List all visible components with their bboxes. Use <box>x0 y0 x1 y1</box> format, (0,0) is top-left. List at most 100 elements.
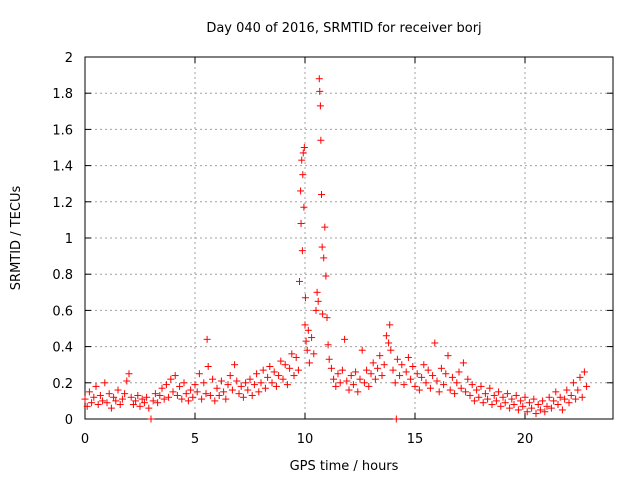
data-point <box>528 404 536 412</box>
data-point <box>286 364 294 372</box>
data-point <box>512 391 520 399</box>
data-point <box>99 397 107 405</box>
data-point <box>136 402 144 410</box>
data-point <box>145 404 153 412</box>
data-point <box>213 384 221 392</box>
data-point <box>134 391 142 399</box>
data-point <box>154 399 162 407</box>
data-point <box>312 306 320 314</box>
data-point <box>470 397 478 405</box>
data-point <box>341 335 349 343</box>
data-point <box>380 361 388 369</box>
data-point <box>325 355 333 363</box>
data-point <box>457 384 465 392</box>
data-point <box>121 390 129 398</box>
data-point <box>203 335 211 343</box>
data-point <box>259 366 267 374</box>
data-point <box>413 370 421 378</box>
axis-ticks: 00.20.40.60.811.21.41.61.820 5 10 15 20 <box>52 51 613 447</box>
data-point <box>508 395 516 403</box>
data-point <box>193 388 201 396</box>
data-point <box>160 395 168 403</box>
data-point <box>320 254 328 262</box>
data-point <box>268 379 276 387</box>
data-point <box>332 382 340 390</box>
data-point <box>290 372 298 380</box>
data-point <box>554 401 562 409</box>
data-point <box>561 395 569 403</box>
data-point <box>446 386 454 394</box>
data-point <box>277 357 285 365</box>
data-point <box>345 386 353 394</box>
data-point <box>270 368 278 376</box>
data-point <box>182 390 190 398</box>
data-point <box>563 386 571 394</box>
y-tick-label: 1.8 <box>52 87 73 102</box>
data-point <box>300 144 308 151</box>
data-point <box>147 415 155 423</box>
data-point <box>475 393 483 401</box>
data-point <box>257 379 265 387</box>
data-point <box>198 395 206 403</box>
data-point <box>305 359 313 367</box>
data-point <box>583 382 591 390</box>
data-point <box>338 366 346 374</box>
data-point <box>481 390 489 398</box>
data-point <box>92 382 100 390</box>
data-point <box>424 366 432 374</box>
data-point <box>448 373 456 381</box>
data-point <box>431 339 439 347</box>
data-point <box>316 102 324 110</box>
data-point <box>83 402 91 410</box>
data-point <box>386 321 394 329</box>
data-point <box>565 399 573 407</box>
x-tick-label: 10 <box>297 432 314 447</box>
data-point <box>455 368 463 376</box>
data-point <box>392 415 400 423</box>
data-point <box>317 136 325 144</box>
data-point <box>173 391 181 399</box>
data-point <box>365 382 373 390</box>
data-point <box>580 368 588 376</box>
data-point <box>404 353 412 361</box>
data-point <box>217 377 225 385</box>
data-point <box>127 393 135 401</box>
data-point <box>330 375 338 383</box>
data-point <box>228 386 236 394</box>
data-point <box>459 359 467 367</box>
plot-frame <box>84 56 614 420</box>
data-point <box>233 377 241 385</box>
data-point <box>272 382 280 390</box>
data-point <box>143 393 151 401</box>
data-point <box>189 393 197 401</box>
data-point <box>539 397 547 405</box>
data-point <box>479 399 487 407</box>
y-tick-label: 1 <box>65 232 73 247</box>
data-point <box>462 388 470 396</box>
data-point <box>356 375 364 383</box>
data-point <box>81 395 89 403</box>
data-point <box>242 379 250 387</box>
data-point <box>536 406 544 414</box>
data-point <box>264 373 272 381</box>
data-point <box>437 364 445 372</box>
data-point <box>296 277 303 285</box>
data-point <box>396 372 404 380</box>
data-point <box>552 388 560 396</box>
data-point <box>490 391 498 399</box>
data-point <box>283 381 291 389</box>
data-point <box>261 384 269 392</box>
data-point <box>503 390 511 398</box>
data-point <box>426 384 434 392</box>
data-point <box>349 381 357 389</box>
y-tick-label: 2 <box>65 51 73 66</box>
data-point <box>352 368 360 376</box>
data-point <box>94 401 102 409</box>
data-point <box>323 314 331 322</box>
data-point <box>288 350 296 358</box>
data-point <box>231 361 239 369</box>
data-point <box>140 399 148 407</box>
data-point <box>387 346 395 354</box>
data-point <box>435 388 443 396</box>
